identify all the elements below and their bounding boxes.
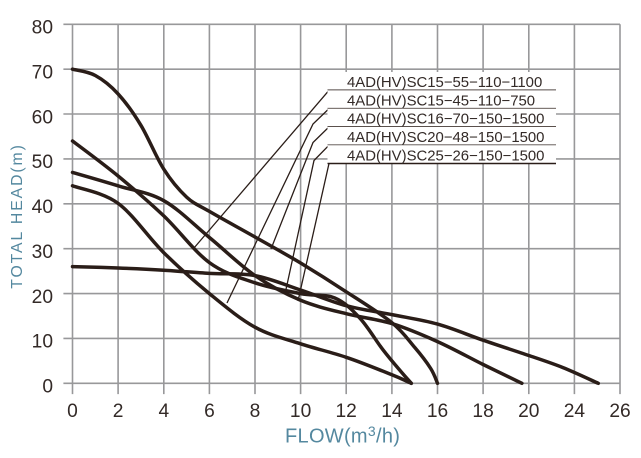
svg-text:80: 80 xyxy=(32,18,53,39)
svg-text:0: 0 xyxy=(67,401,78,422)
svg-text:20: 20 xyxy=(518,401,539,422)
svg-text:4: 4 xyxy=(158,401,169,422)
svg-text:2: 2 xyxy=(113,401,124,422)
svg-text:40: 40 xyxy=(32,197,53,218)
svg-text:24: 24 xyxy=(564,401,586,422)
svg-text:70: 70 xyxy=(32,63,53,84)
svg-text:10: 10 xyxy=(290,401,311,422)
svg-text:14: 14 xyxy=(381,401,403,422)
svg-text:4AD(HV)SC20−48−150−1500: 4AD(HV)SC20−48−150−1500 xyxy=(347,130,544,146)
svg-text:60: 60 xyxy=(32,107,53,128)
svg-text:FLOW(m3/h): FLOW(m3/h) xyxy=(285,423,400,448)
svg-text:16: 16 xyxy=(427,401,448,422)
svg-text:TOTAL HEAD(m): TOTAL HEAD(m) xyxy=(9,143,26,289)
svg-text:4AD(HV)SC15−55−110−1100: 4AD(HV)SC15−55−110−1100 xyxy=(347,75,542,91)
svg-text:4AD(HV)SC15−45−110−750: 4AD(HV)SC15−45−110−750 xyxy=(347,93,535,109)
svg-text:4AD(HV)SC16−70−150−1500: 4AD(HV)SC16−70−150−1500 xyxy=(347,112,544,128)
svg-text:18: 18 xyxy=(472,401,493,422)
svg-text:20: 20 xyxy=(32,287,53,308)
svg-text:4AD(HV)SC25−26−150−1500: 4AD(HV)SC25−26−150−1500 xyxy=(347,148,544,164)
svg-text:10: 10 xyxy=(32,332,53,353)
svg-text:30: 30 xyxy=(32,242,53,263)
svg-text:0: 0 xyxy=(42,377,53,398)
svg-text:50: 50 xyxy=(32,152,53,173)
svg-text:12: 12 xyxy=(336,401,357,422)
svg-text:26: 26 xyxy=(609,401,630,422)
svg-text:6: 6 xyxy=(204,401,215,422)
svg-text:8: 8 xyxy=(250,401,261,422)
